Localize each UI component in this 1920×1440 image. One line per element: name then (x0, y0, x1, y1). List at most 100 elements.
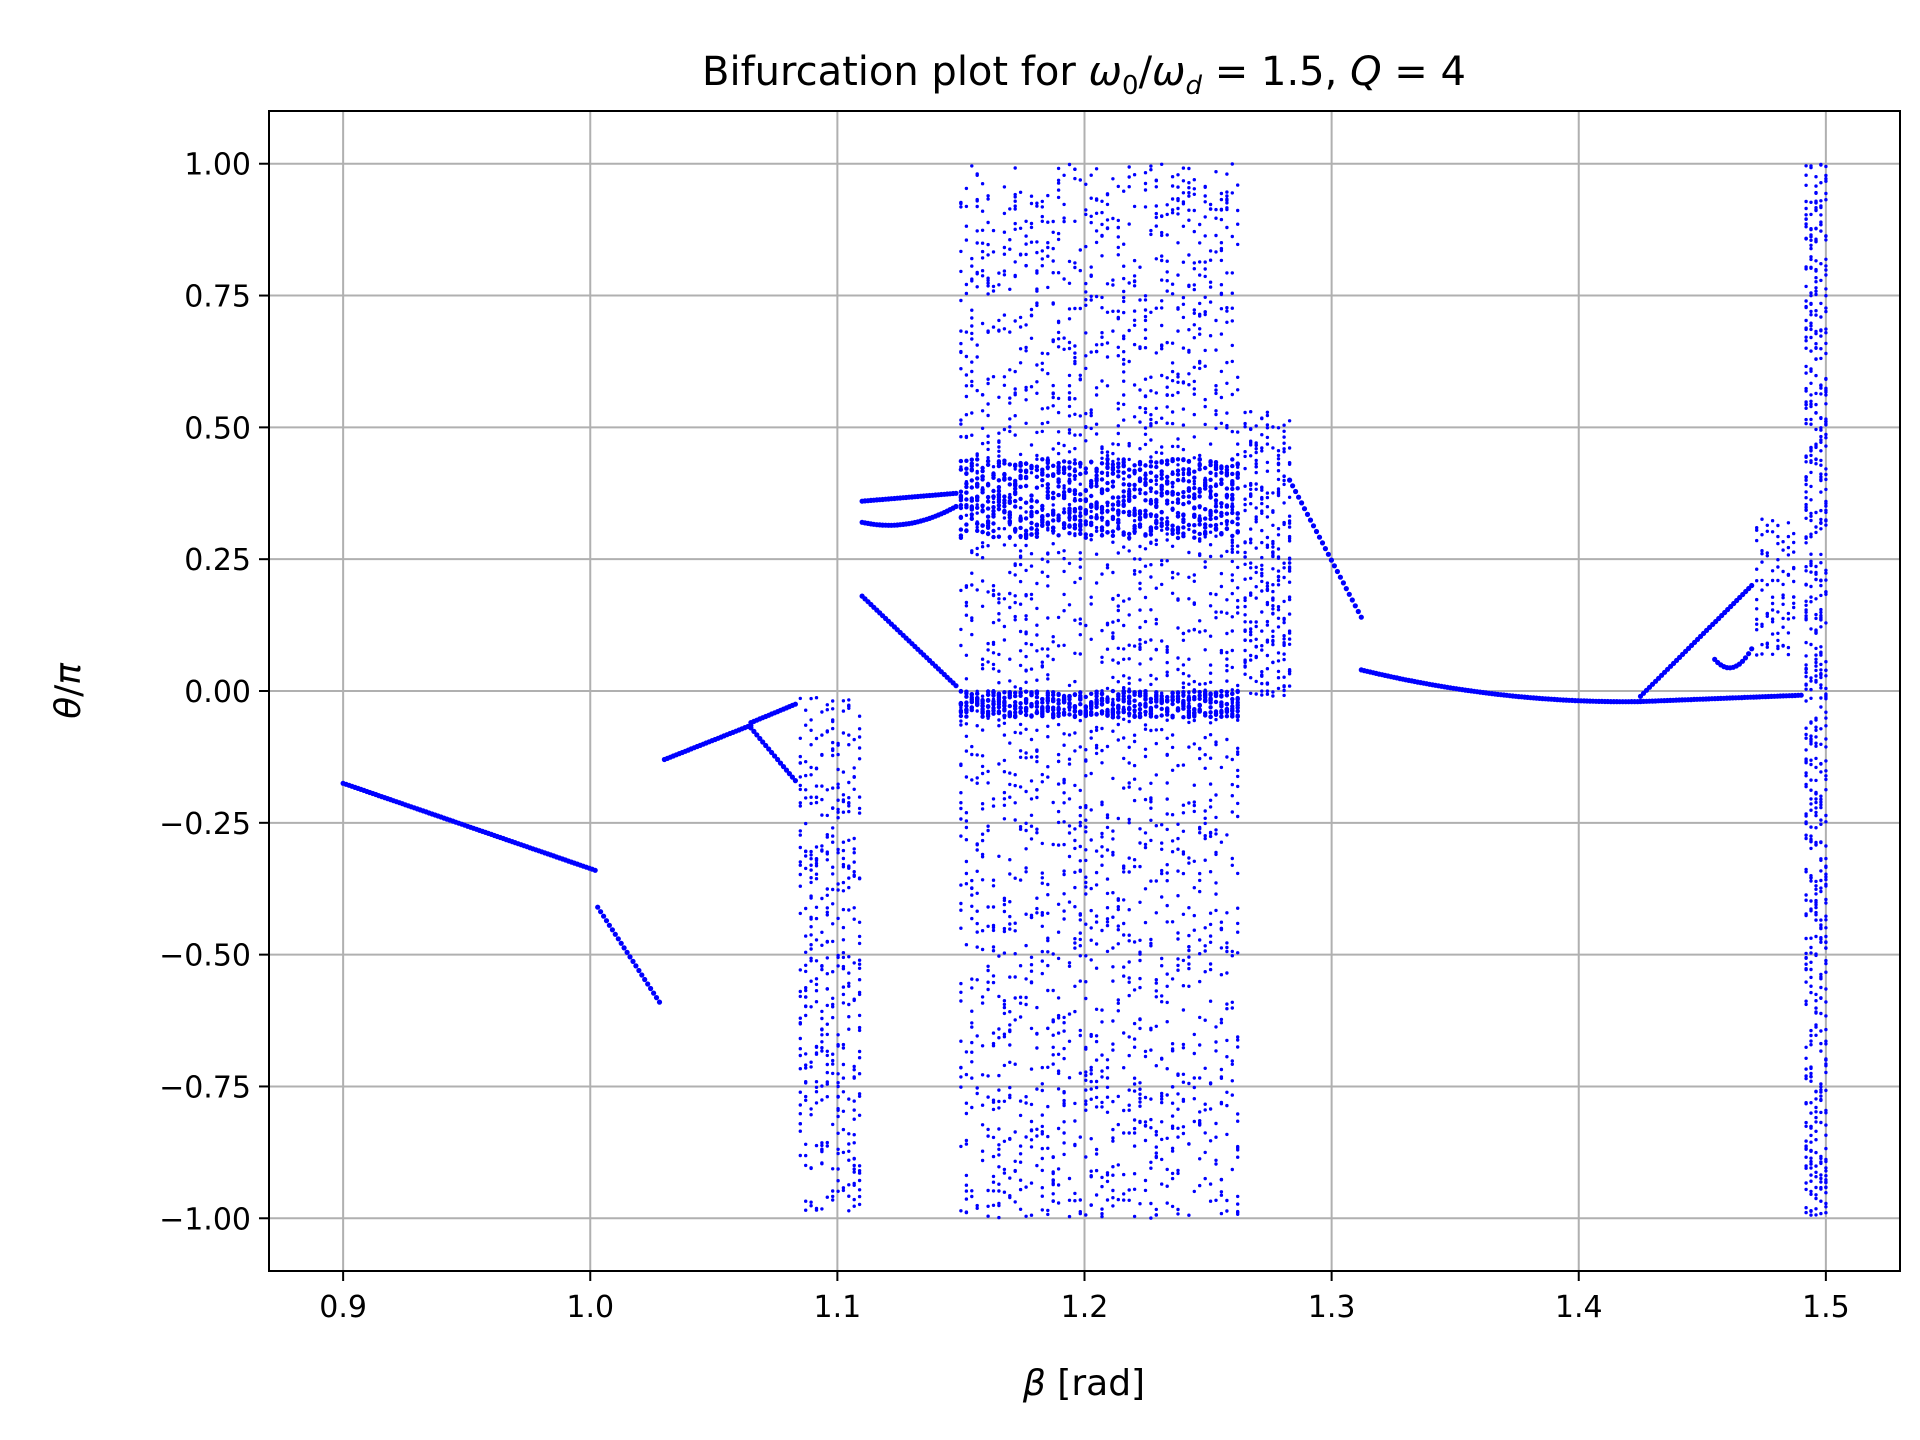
main-chaos-point (1176, 1207, 1180, 1212)
main-chaos-point (1132, 1089, 1137, 1093)
main-dense-strip-point (1105, 530, 1110, 535)
main-dense-strip-point (1197, 467, 1202, 472)
post-chaos-band-point (1276, 625, 1281, 629)
main-chaos-point (1100, 748, 1104, 753)
post-chaos-band-point (1265, 587, 1270, 592)
main-dense-strip-point (1137, 467, 1143, 473)
main-dense-strip-point (1040, 514, 1045, 520)
main-chaos-point (964, 1050, 969, 1054)
main-chaos-point (1084, 759, 1088, 763)
post-chaos-band-point (1260, 528, 1264, 533)
main-chaos-point (1008, 1043, 1012, 1047)
main-chaos-point (959, 298, 963, 303)
main-chaos-point (975, 753, 979, 757)
post-chaos-band-point (1260, 495, 1264, 500)
main-chaos-point (1181, 166, 1186, 170)
main-chaos-point (1165, 532, 1169, 536)
main-chaos-point (1127, 785, 1131, 789)
main-chaos-point (1187, 690, 1191, 695)
late-chaos-small-point (1786, 521, 1791, 525)
main-chaos-point (1046, 988, 1050, 993)
main-chaos-point (1203, 1131, 1207, 1135)
main-chaos-point (1225, 833, 1229, 837)
main-chaos-point (1165, 1067, 1169, 1071)
chaos-band-1-point (847, 706, 851, 710)
main-dense-strip-point (1181, 494, 1186, 499)
chaos-band-1-point (831, 1189, 835, 1193)
main-chaos-point (1008, 782, 1012, 787)
main-chaos-point (1100, 800, 1104, 804)
main-zero-strip-point (1175, 699, 1181, 704)
main-chaos-point (1078, 633, 1083, 637)
main-dense-strip-point (1121, 482, 1126, 487)
main-chaos-point (991, 1100, 996, 1104)
main-dense-strip-point (1127, 509, 1132, 515)
main-zero-strip-point (1072, 705, 1078, 710)
main-chaos-point (1230, 291, 1235, 295)
main-dense-strip-point (1110, 471, 1116, 476)
main-chaos-point (1051, 246, 1055, 251)
chaos-band-1-point (809, 849, 813, 854)
post-chaos-band-point (1254, 624, 1258, 629)
chaos-band-1-point (831, 1052, 835, 1056)
main-dense-strip-point (991, 534, 996, 540)
chaos-band-1-point (804, 1004, 808, 1008)
main-chaos-point (991, 980, 996, 985)
chaos-band-1-point (841, 992, 846, 997)
main-chaos-point (1192, 859, 1197, 863)
main-chaos-point (1160, 964, 1164, 968)
main-dense-strip-point (1148, 486, 1154, 491)
main-chaos-point (970, 571, 974, 575)
main-chaos-point (1040, 264, 1045, 268)
main-chaos-point (1089, 595, 1093, 599)
decay-branch-point (1293, 488, 1299, 495)
main-chaos-point (1198, 1015, 1202, 1020)
main-chaos-point (964, 838, 969, 842)
main-chaos-point (1084, 980, 1088, 984)
main-dense-strip-point (1192, 475, 1197, 480)
main-chaos-point (1024, 242, 1028, 246)
main-chaos-point (1192, 482, 1197, 486)
decay-branch-point (1334, 568, 1340, 575)
main-dense-strip-point (1067, 479, 1072, 484)
post-chaos-band-point (1260, 449, 1264, 453)
chaos-band-1-point (836, 953, 840, 958)
main-chaos-point (959, 249, 963, 254)
main-dense-strip-point (1034, 485, 1040, 490)
main-zero-strip-point (1121, 709, 1126, 715)
main-chaos-point (991, 1174, 996, 1179)
main-zero-strip-point (1235, 713, 1240, 718)
late-chaos-small-point (1765, 523, 1770, 527)
post-chaos-band-point (1249, 561, 1253, 565)
main-chaos-point (1187, 948, 1191, 953)
chaos-band-1-point (804, 854, 808, 858)
main-zero-strip-point (1132, 703, 1137, 709)
chaos-band-1-point (798, 1036, 802, 1041)
post-chaos-band-point (1243, 664, 1247, 668)
main-chaos-point (1046, 963, 1050, 968)
main-chaos-point (1013, 783, 1017, 788)
main-dense-strip-point (996, 485, 1002, 490)
main-dense-strip-point (1051, 528, 1056, 534)
main-dense-strip-point (1105, 500, 1110, 505)
main-chaos-point (1029, 913, 1034, 917)
main-zero-strip-point (1143, 701, 1148, 707)
main-chaos-point (1192, 187, 1197, 191)
post-chaos-band-point (1249, 593, 1253, 597)
main-chaos-point (1149, 563, 1153, 567)
main-chaos-point (1002, 1063, 1007, 1068)
main-chaos-point (1035, 380, 1039, 384)
post-chaos-band-point (1254, 645, 1258, 649)
main-zero-strip-point (1013, 714, 1018, 719)
main-dense-strip-point (1175, 491, 1181, 497)
main-chaos-point (1035, 896, 1039, 900)
chaos-band-1-point (852, 1076, 856, 1080)
chaos-band-1-point (809, 801, 813, 806)
post-chaos-band-point (1254, 443, 1258, 447)
main-chaos-point (1116, 235, 1121, 239)
main-chaos-point (1105, 310, 1110, 314)
main-chaos-point (1203, 215, 1207, 219)
main-chaos-point (1236, 814, 1240, 819)
main-zero-strip-point (1170, 701, 1175, 707)
main-chaos-point (1029, 1181, 1034, 1185)
